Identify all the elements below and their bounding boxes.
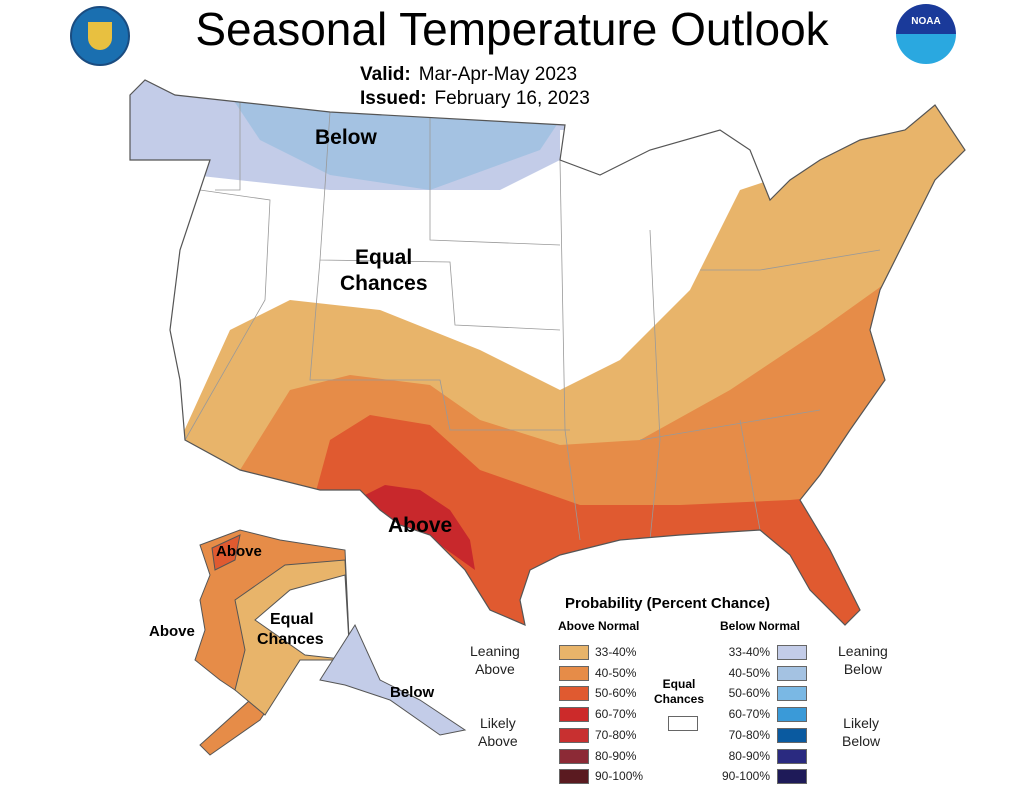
above-swatch (559, 645, 589, 660)
leaning-below-label: Leaning Below (838, 643, 888, 677)
valid-value: Mar-Apr-May 2023 (418, 64, 578, 85)
above-swatch (559, 727, 589, 743)
below-range: 40-50% (728, 665, 770, 680)
above-range: 80-90% (595, 748, 637, 763)
above-range: 60-70% (595, 707, 637, 722)
above-range: 40-50% (595, 665, 637, 680)
likely-above-label: Likely Above (478, 715, 518, 749)
ak-label-equal: Equal (270, 611, 314, 628)
below-range: 33-40% (728, 645, 770, 659)
below-range: 90-100% (721, 769, 770, 784)
below-range: 80-90% (728, 748, 770, 763)
valid-label: Valid: (360, 64, 411, 85)
below-swatch (777, 665, 807, 681)
page-title: Seasonal Temperature Outlook (195, 3, 829, 55)
below-swatch (777, 645, 807, 660)
below-range: 70-80% (728, 727, 770, 742)
above-swatch (559, 748, 589, 764)
legend-title: Probability (Percent Chance) (565, 595, 771, 612)
commerce-seal-logo (70, 6, 130, 66)
ak-label-chances: Chances (257, 631, 324, 648)
leaning-above-label: Leaning Above (470, 643, 520, 677)
below-swatch (777, 748, 807, 764)
below-swatch (777, 707, 807, 723)
noaa-logo: NOAA (896, 4, 956, 64)
above-swatch (559, 686, 589, 702)
above-swatch (559, 665, 589, 681)
issued-line: Issued: February 16, 2023 (360, 88, 590, 110)
label-chances: Chances (340, 272, 428, 295)
legend-below-header: Below Normal (720, 619, 801, 633)
above-60-70-region (365, 485, 475, 570)
below-swatch (777, 769, 807, 785)
ak-label-above-west: Above (149, 623, 195, 640)
issued-value: February 16, 2023 (434, 88, 590, 109)
below-range: 60-70% (728, 707, 770, 722)
above-range: 50-60% (595, 686, 637, 701)
label-equal: Equal (355, 246, 413, 269)
conus-outline (129, 79, 966, 627)
valid-line: Valid: Mar-Apr-May 2023 (360, 64, 577, 86)
equal-chances-label: Equal Chances (654, 677, 705, 706)
legend-above-header: Above Normal (558, 619, 640, 633)
issued-label: Issued: (360, 88, 427, 109)
equal-chances-swatch (668, 716, 698, 731)
below-range: 50-60% (728, 686, 770, 701)
label-above: Above (388, 514, 453, 537)
likely-below-label: Likely Below (842, 715, 881, 749)
below-swatch (777, 727, 807, 743)
above-swatch (559, 769, 589, 785)
above-range: 70-80% (595, 727, 637, 742)
ak-label-above-north: Above (216, 543, 262, 560)
alaska (194, 529, 467, 756)
noaa-logo-text: NOAA (911, 16, 941, 27)
label-below: Below (315, 126, 377, 149)
below-swatch (777, 686, 807, 702)
ak-label-below: Below (390, 684, 435, 701)
above-range: 90-100% (595, 769, 644, 784)
above-swatch (559, 707, 589, 723)
above-range: 33-40% (595, 645, 637, 659)
